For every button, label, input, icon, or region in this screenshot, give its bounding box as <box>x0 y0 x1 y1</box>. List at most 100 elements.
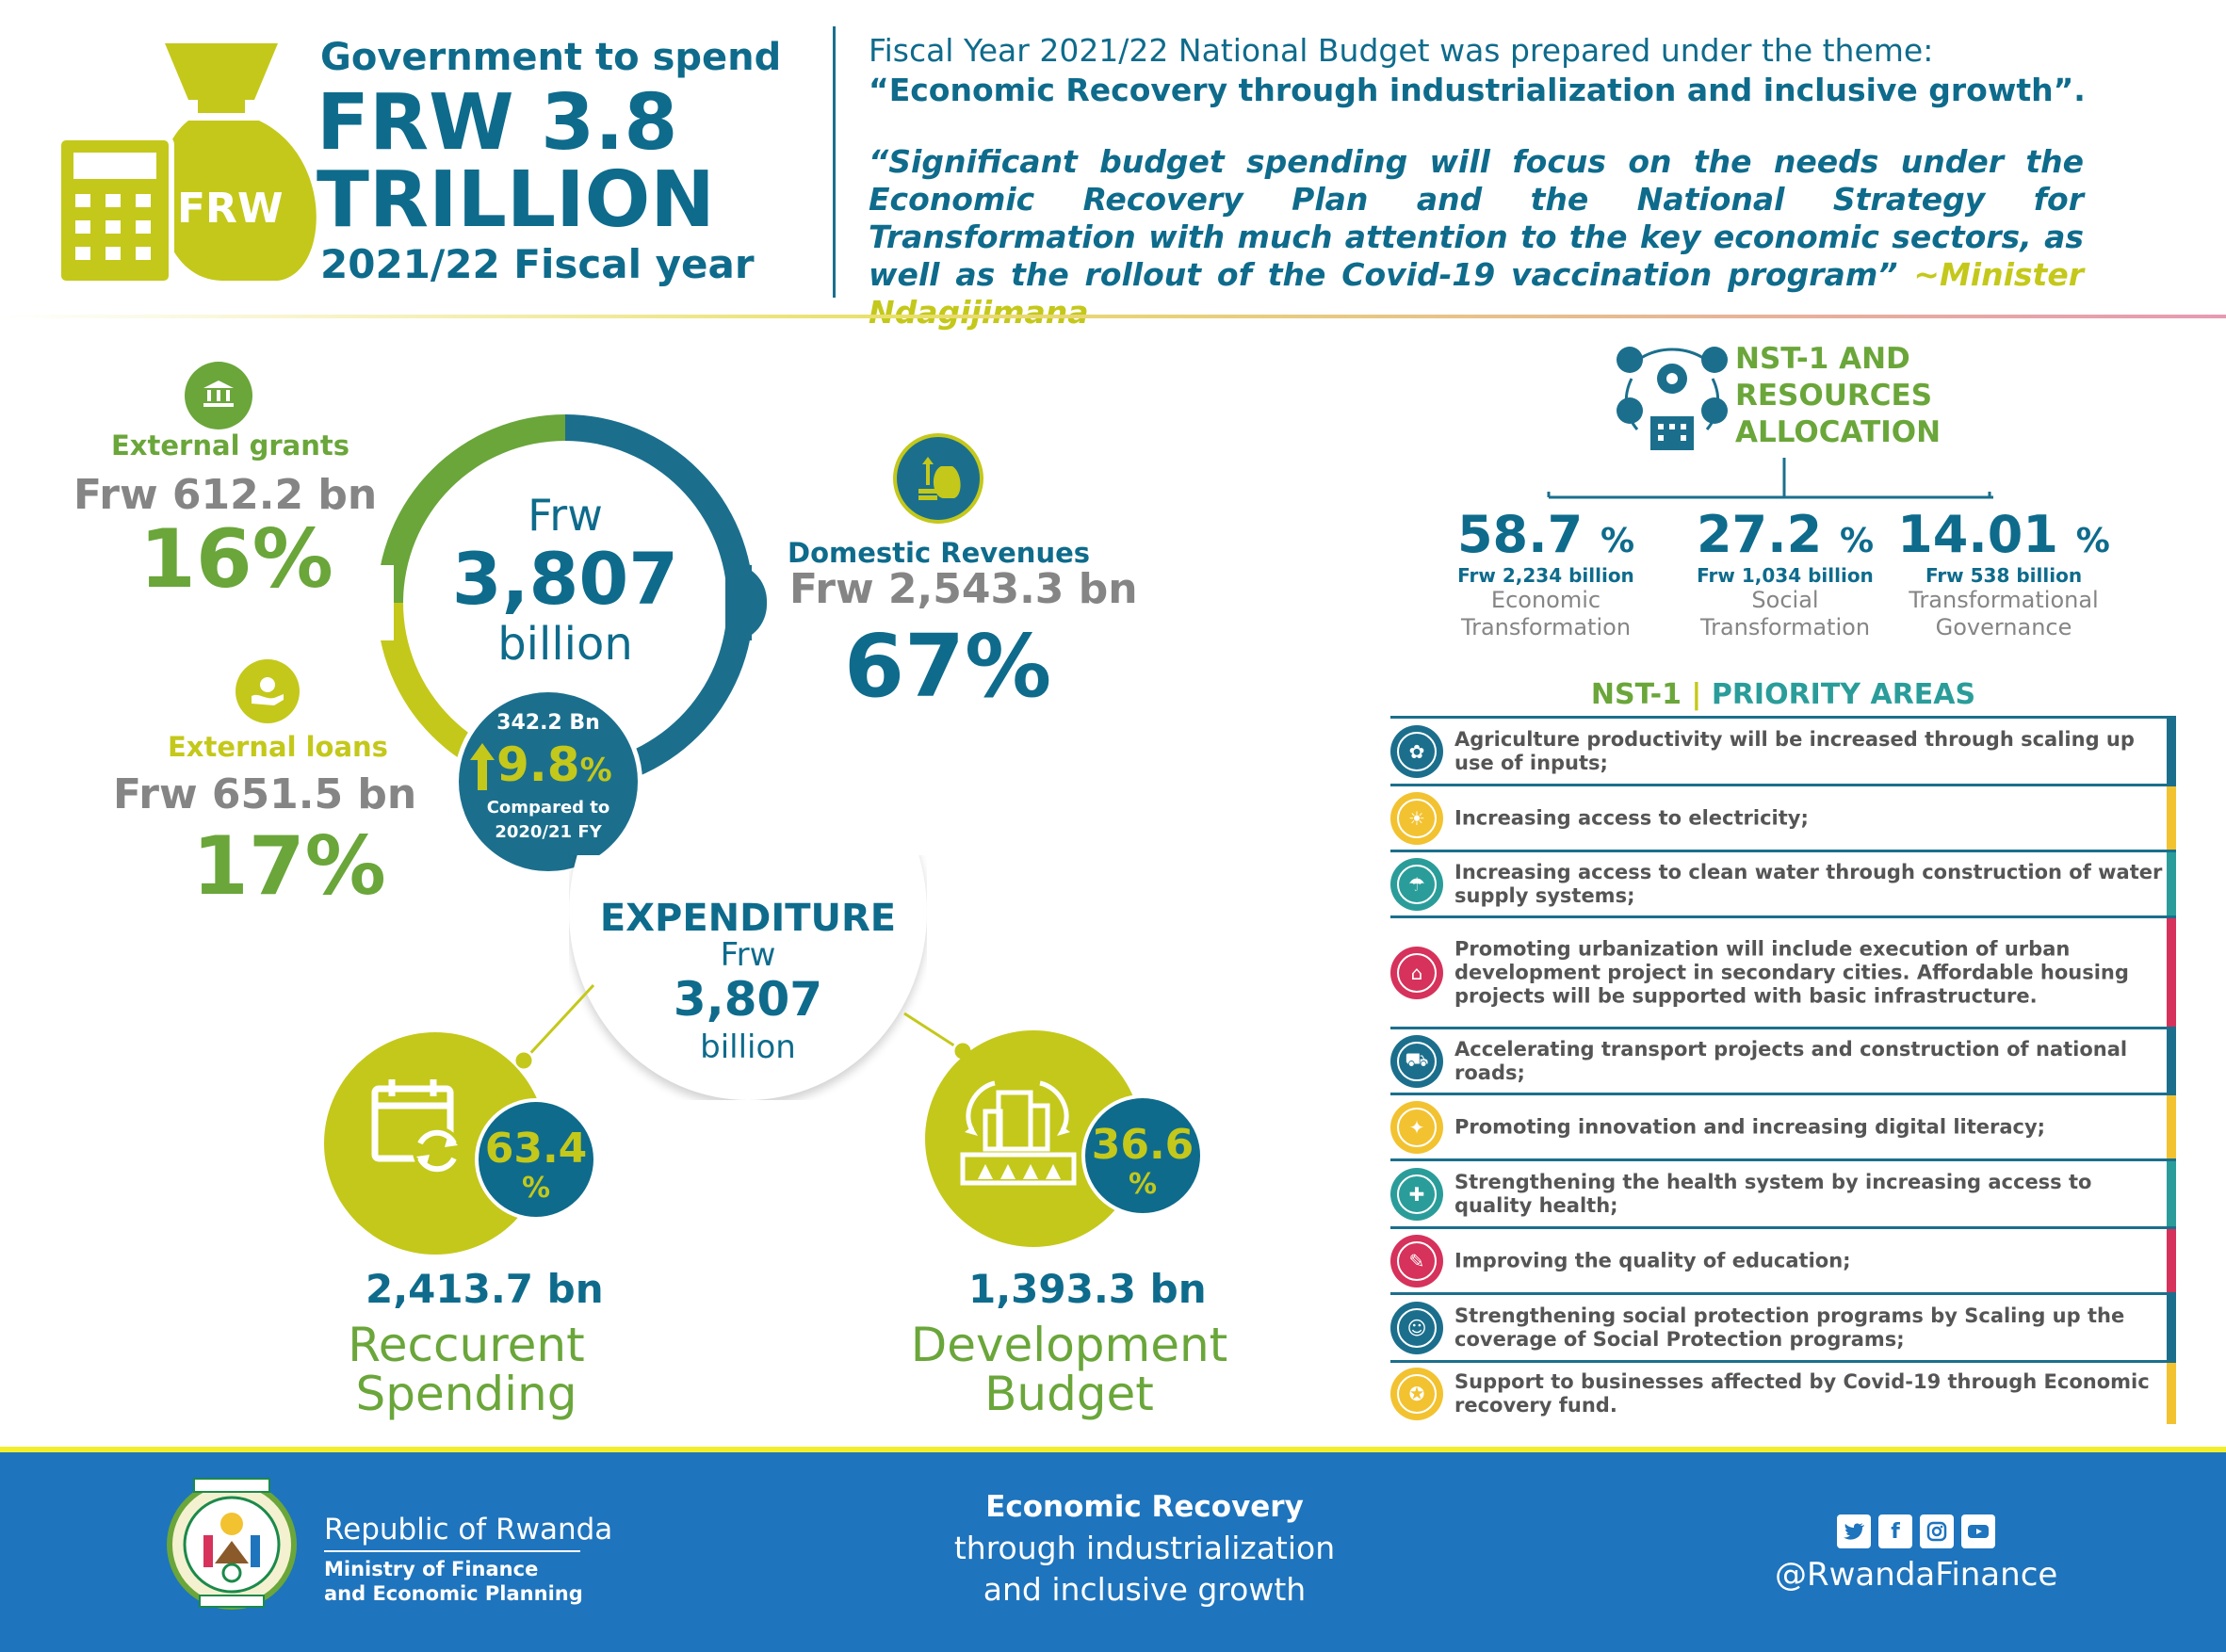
expenditure-connectors <box>512 983 974 1072</box>
external-grants-pct: 16% <box>139 512 333 607</box>
external-grants-icon <box>185 362 252 429</box>
ring-notch-left <box>366 565 394 640</box>
nst-item-social: 27.2 % Frw 1,034 billion Social Transfor… <box>1677 505 1893 641</box>
footer-ministry-2: and Economic Planning <box>324 1582 583 1605</box>
domestic-revenues-amount: Frw 2,543.3 bn <box>789 565 1138 613</box>
priority-row: ☺ Strengthening social protection program… <box>1390 1292 2176 1360</box>
nst-economic-name-1: Economic <box>1490 587 1601 613</box>
nst-item-governance: 14.01 % Frw 538 billion Transformational… <box>1893 505 2114 641</box>
nst-title-1: NST-1 AND <box>1735 342 1910 376</box>
priority-row: ⌂ Promoting urbanization will include exe… <box>1390 915 2176 1027</box>
priority-icon: ✎ <box>1390 1234 1443 1288</box>
ring-center-unit: billion <box>497 618 633 671</box>
twitter-icon[interactable] <box>1837 1514 1871 1548</box>
social-icons: f <box>1837 1514 2007 1552</box>
development-pct: 36.6 <box>1091 1121 1194 1169</box>
priority-color-edge <box>2167 852 2176 915</box>
priority-row: ⛟ Accelerating transport projects and con… <box>1390 1027 2176 1093</box>
priority-row: ☀ Increasing access to electricity; <box>1390 784 2176 850</box>
development-amount: 1,393.3 bn <box>968 1266 1207 1312</box>
nst-tree-connector <box>1547 458 1993 499</box>
priority-color-edge <box>2167 1029 2176 1093</box>
growth-note-2: 2020/21 FY <box>495 822 602 842</box>
nst-economic-amount: Frw 2,234 billion <box>1457 564 1634 587</box>
ring-center-amount: 3,807 <box>451 537 679 621</box>
priority-icon-glyph: ✚ <box>1397 1174 1437 1214</box>
calendar-refresh-icon <box>371 1076 469 1179</box>
header-divider <box>833 26 836 298</box>
priority-icon: ☂ <box>1390 857 1443 911</box>
recurrent-pct-sign: % <box>521 1172 551 1205</box>
priority-row: ✦ Promoting innovation and increasing dig… <box>1390 1093 2176 1158</box>
recurrent-label-1: Reccurent <box>348 1318 585 1372</box>
priority-icon-glyph: ✪ <box>1397 1373 1437 1414</box>
ring-center-currency: Frw <box>528 490 603 541</box>
youtube-icon[interactable] <box>1961 1514 1995 1548</box>
priority-icon: ☺ <box>1390 1301 1443 1354</box>
priority-title-a: NST-1 <box>1590 678 1682 711</box>
priority-text: Increasing access to clean water through… <box>1454 860 2163 907</box>
facebook-icon[interactable]: f <box>1878 1514 1912 1548</box>
nst-governance-amount: Frw 538 billion <box>1925 564 2083 587</box>
nst-social-pct: 27.2 <box>1696 505 1823 564</box>
domestic-revenues-pct: 67% <box>844 616 1052 717</box>
instagram-icon[interactable] <box>1920 1514 1954 1548</box>
nst-governance-name-2: Governance <box>1935 614 2072 640</box>
priority-text: Support to businesses affected by Covid-… <box>1454 1369 2150 1417</box>
nst-title: NST-1 AND RESOURCES ALLOCATION <box>1735 341 1941 451</box>
priority-text: Improving the quality of education; <box>1454 1249 1851 1271</box>
growth-amount: 342.2 Bn <box>496 711 600 735</box>
footer-tagline-2: through industrialization <box>953 1530 1336 1566</box>
priority-icon-glyph: ☀ <box>1397 798 1437 838</box>
rwanda-coat-of-arms-logo <box>166 1475 298 1616</box>
footer-tagline-3: and inclusive growth <box>983 1571 1307 1608</box>
nst-governance-name-1: Transformational <box>1909 587 2099 613</box>
growth-pct: 9.8% <box>496 737 612 792</box>
external-loans-label: External loans <box>168 731 388 763</box>
priority-icon: ⛟ <box>1390 1034 1443 1088</box>
priority-icon: ✪ <box>1390 1367 1443 1420</box>
domestic-revenues-label: Domestic Revenues <box>788 537 1091 569</box>
nst-governance-sign: % <box>2075 522 2110 560</box>
quote-text: “Significant budget spending will focus … <box>869 143 2084 293</box>
nst-social-amount: Frw 1,034 billion <box>1697 564 1874 587</box>
theme-statement: “Economic Recovery through industrializa… <box>869 72 2086 108</box>
growth-pct-sign: % <box>579 752 612 789</box>
priority-icon-glyph: ☂ <box>1397 864 1437 904</box>
nst-title-2: RESOURCES <box>1735 379 1933 413</box>
minister-quote: “Significant budget spending will focus … <box>869 143 2084 332</box>
header-amount-line2: TRILLION <box>317 155 715 245</box>
priority-color-edge <box>2167 1161 2176 1226</box>
priority-icon: ✿ <box>1390 724 1443 778</box>
priority-text: Strengthening social protection programs… <box>1454 1304 2125 1351</box>
nst-economic-sign: % <box>1600 522 1635 560</box>
priority-row: ✚ Strengthening the health system by incr… <box>1390 1158 2176 1226</box>
footer-handle[interactable]: @RwandaFinance <box>1775 1556 2058 1594</box>
domestic-revenues-icon <box>893 433 983 524</box>
development-label: Development Budget <box>904 1320 1234 1418</box>
priority-icon-glyph: ☺ <box>1397 1307 1437 1348</box>
nst-governance-pct: 14.01 <box>1897 505 2058 564</box>
development-label-2: Budget <box>984 1367 1154 1421</box>
priority-color-edge <box>2167 1095 2176 1158</box>
priority-icon: ✚ <box>1390 1167 1443 1221</box>
recurrent-label: Reccurent Spending <box>311 1320 622 1418</box>
expenditure-circle <box>569 855 927 1100</box>
expenditure-amount: 3,807 <box>673 972 823 1027</box>
external-loans-icon <box>236 659 300 723</box>
footer-tagline-1: Economic Recovery <box>985 1490 1304 1524</box>
priority-text: Agriculture productivity will be increas… <box>1454 727 2135 774</box>
header-amount: FRW 3.8 TRILLION <box>317 85 715 239</box>
priority-color-edge <box>2167 918 2176 1027</box>
quote-author: ~Minister Ndagijimana <box>869 256 2084 331</box>
header-fiscal-year: 2021/22 Fiscal year <box>320 241 755 287</box>
development-pct-sign: % <box>1128 1168 1158 1201</box>
nst-title-3: ALLOCATION <box>1735 415 1942 449</box>
priority-icon-glyph: ✦ <box>1397 1107 1437 1147</box>
external-loans-pct: 17% <box>192 819 386 914</box>
priority-color-edge <box>2167 1295 2176 1360</box>
nst-social-name-1: Social <box>1751 587 1819 613</box>
priority-row: ✪ Support to businesses affected by Covid… <box>1390 1360 2176 1424</box>
priority-row: ✎ Improving the quality of education; <box>1390 1226 2176 1292</box>
priority-color-edge <box>2167 719 2176 784</box>
